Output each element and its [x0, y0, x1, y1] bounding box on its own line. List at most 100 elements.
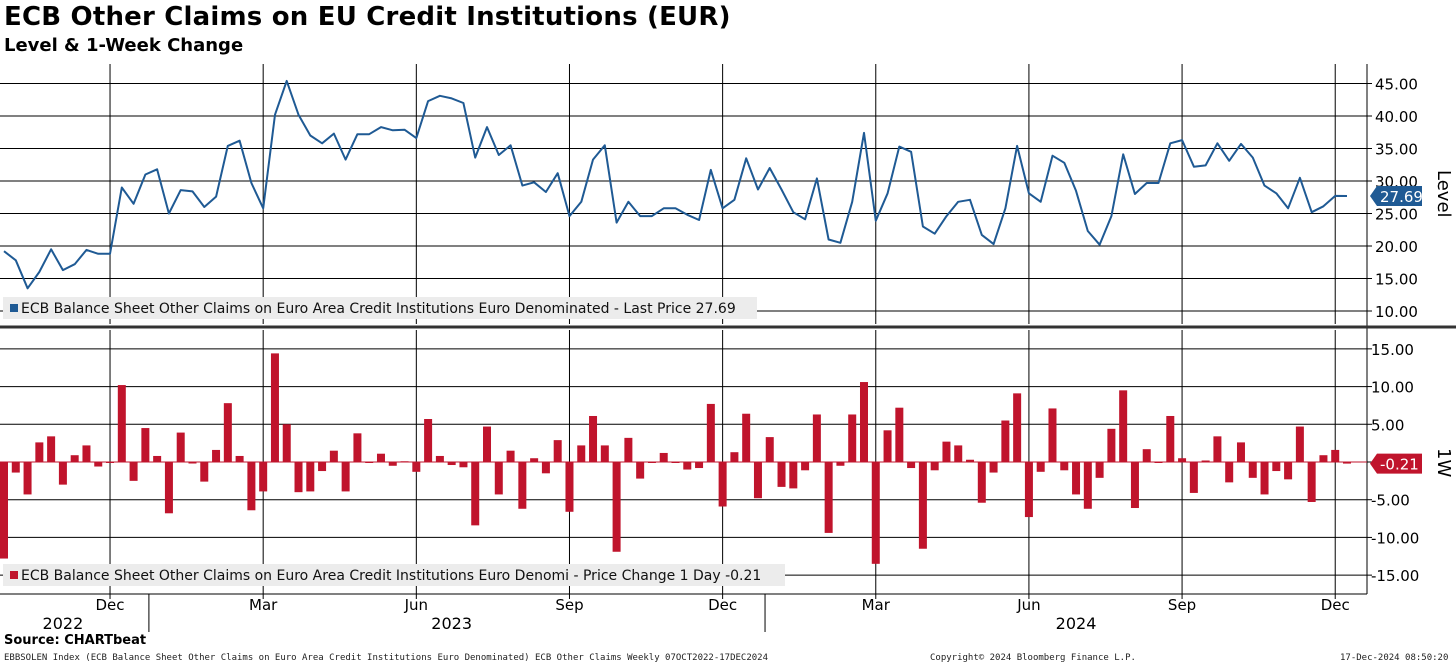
year-label: 2022	[43, 614, 84, 633]
change-bar	[435, 455, 444, 462]
change-bar	[1225, 462, 1234, 483]
ytick-label-change: -5.00	[1371, 492, 1410, 510]
ytick-label-level: 10.00	[1375, 303, 1418, 321]
change-bar	[1072, 462, 1081, 495]
chart-title: ECB Other Claims on EU Credit Institutio…	[4, 2, 731, 32]
change-bar	[376, 453, 385, 462]
ytick-label-change: 10.00	[1371, 379, 1414, 397]
legend-change-swatch	[10, 571, 18, 579]
year-label: 2024	[1056, 614, 1097, 633]
change-bar	[742, 413, 751, 462]
change-bar	[506, 450, 515, 462]
ytick-label-level: 15.00	[1375, 271, 1418, 289]
change-bar	[871, 462, 880, 564]
last-level-tag	[1370, 186, 1422, 207]
change-bar	[966, 459, 975, 462]
ytick-label-change: 5.00	[1371, 416, 1404, 434]
change-bar	[659, 452, 668, 462]
footer-description: EBBSOLEN Index (ECB Balance Sheet Other …	[4, 653, 769, 663]
change-bar	[812, 414, 821, 462]
change-bar	[589, 415, 598, 462]
change-bar	[553, 440, 562, 462]
change-bar	[176, 432, 185, 462]
change-bar	[141, 428, 150, 462]
change-bar	[895, 407, 904, 462]
change-bar	[1178, 458, 1187, 462]
chart-subtitle: Level & 1-Week Change	[4, 35, 244, 56]
change-bar	[1001, 420, 1010, 462]
change-bar	[930, 462, 939, 471]
change-bar	[1284, 462, 1293, 480]
change-bar	[883, 430, 892, 462]
ytick-label-change: 15.00	[1371, 341, 1414, 359]
change-bar	[801, 462, 810, 471]
change-bar	[777, 462, 786, 487]
change-bar	[1060, 462, 1069, 471]
month-label: Dec	[708, 596, 737, 614]
change-bar	[1036, 462, 1045, 472]
change-bar	[942, 441, 951, 462]
legend-change-box	[3, 564, 785, 586]
footer-copyright: Copyright© 2024 Bloomberg Finance L.P.	[930, 653, 1136, 663]
source-label: Source: CHARTbeat	[4, 633, 147, 648]
change-bar	[1248, 462, 1257, 478]
change-bar	[424, 419, 433, 462]
change-bar	[954, 445, 963, 462]
change-bar	[483, 426, 492, 462]
legend-change-text: ECB Balance Sheet Other Claims on Euro A…	[21, 568, 761, 584]
change-bar	[306, 462, 315, 492]
change-bar	[318, 462, 327, 472]
change-bar	[789, 462, 798, 489]
change-bar	[58, 462, 67, 485]
change-bar	[471, 462, 480, 526]
axis-label-change: 1W	[1433, 448, 1454, 477]
change-bar	[70, 455, 79, 462]
change-bar	[624, 437, 633, 462]
change-bar	[1119, 390, 1128, 462]
change-bar	[600, 445, 609, 462]
change-bar	[11, 462, 20, 473]
change-bar	[47, 436, 56, 462]
month-label: Dec	[96, 596, 125, 614]
change-bar	[117, 385, 126, 462]
footer-timestamp: 17-Dec-2024 08:50:20	[1340, 653, 1449, 663]
change-bar	[695, 462, 704, 469]
change-bar	[259, 462, 268, 492]
change-bar	[565, 462, 574, 512]
change-bar	[1048, 408, 1057, 462]
change-bar	[1272, 462, 1281, 472]
change-bar	[1024, 462, 1033, 518]
ytick-label-level: 35.00	[1375, 141, 1418, 159]
change-bar	[164, 462, 173, 514]
change-bar	[459, 462, 468, 468]
change-bar	[447, 462, 456, 466]
change-bar	[0, 462, 8, 559]
month-label: Mar	[862, 596, 891, 614]
change-bar	[977, 462, 986, 503]
change-bar	[223, 403, 232, 462]
change-bar	[1319, 455, 1328, 462]
month-label: Dec	[1321, 596, 1350, 614]
change-bar	[494, 462, 503, 495]
change-bar	[907, 462, 916, 469]
change-bar	[188, 462, 197, 464]
change-bar	[859, 382, 868, 462]
month-label: Jun	[1016, 596, 1040, 614]
axis-label-level: Level	[1433, 170, 1454, 218]
change-bar	[1142, 449, 1151, 462]
change-bar	[1083, 462, 1092, 509]
change-bar	[235, 455, 244, 462]
month-label: Sep	[555, 596, 583, 614]
change-bar	[282, 424, 291, 462]
change-bar	[848, 414, 857, 462]
change-bar	[718, 462, 727, 507]
change-bar	[1130, 462, 1139, 509]
last-change-tag	[1370, 453, 1422, 474]
ytick-label-level: 45.00	[1375, 76, 1418, 94]
change-bar	[1295, 426, 1304, 462]
change-bar	[1213, 436, 1222, 462]
change-bar	[294, 462, 303, 493]
change-bar	[94, 462, 103, 467]
change-bar	[247, 462, 256, 511]
change-bar	[836, 462, 845, 466]
